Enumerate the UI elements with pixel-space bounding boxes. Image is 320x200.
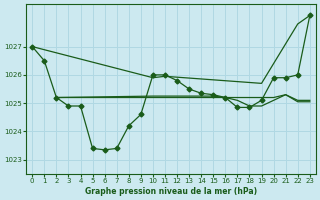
X-axis label: Graphe pression niveau de la mer (hPa): Graphe pression niveau de la mer (hPa) xyxy=(85,187,257,196)
